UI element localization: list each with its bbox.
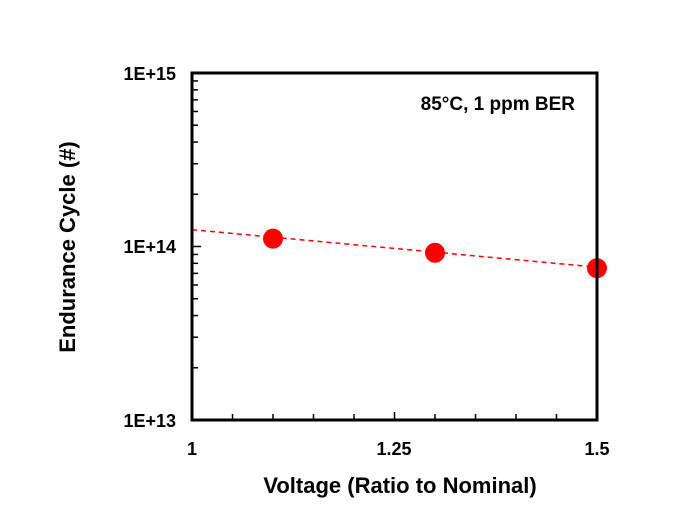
trendline bbox=[191, 228, 598, 268]
x-tick-label-1: 1 bbox=[187, 439, 197, 459]
x-tick-label-1.5: 1.5 bbox=[584, 439, 609, 459]
y-tick-label-1e13: 1E+13 bbox=[123, 411, 176, 431]
y-tick-label-1e14: 1E+14 bbox=[123, 237, 176, 257]
plot-area-frame bbox=[190, 71, 599, 422]
data-point bbox=[263, 228, 283, 249]
data-point bbox=[425, 242, 445, 263]
y-axis-label: Endurance Cycle (#) bbox=[55, 141, 80, 353]
x-tick-label-1.25: 1.25 bbox=[376, 439, 411, 459]
annotation: 85°C, 1 ppm BER bbox=[421, 94, 576, 115]
y-tick-label-1e15: 1E+15 bbox=[123, 64, 176, 84]
data-points bbox=[263, 228, 607, 279]
x-axis-label: Voltage (Ratio to Nominal) bbox=[263, 473, 536, 498]
